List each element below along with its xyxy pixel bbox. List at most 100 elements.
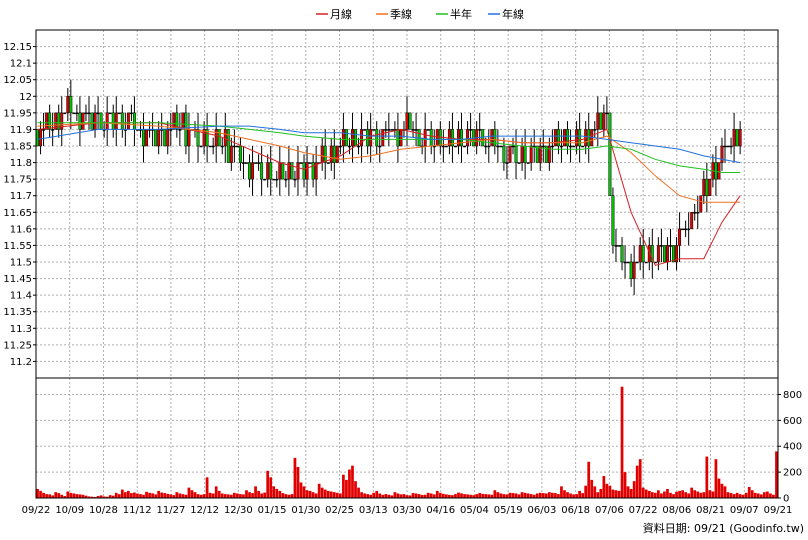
candle-body — [408, 112, 412, 130]
volume-bar — [669, 492, 672, 498]
candle-body — [72, 112, 76, 115]
volume-bar — [81, 494, 85, 498]
volume-bar — [384, 494, 388, 498]
volume-bar — [575, 494, 578, 498]
volume-bar — [457, 492, 460, 498]
price-tick-label: 11.8 — [10, 158, 32, 169]
candle-body — [202, 129, 206, 147]
footer-date-source: 資料日期: 09/21 (Goodinfo.tw) — [643, 521, 804, 535]
candle-body — [405, 112, 409, 130]
volume-bar — [372, 492, 376, 498]
candle-body — [550, 145, 554, 148]
date-tick-label: 08/06 — [662, 505, 691, 516]
volume-bar — [214, 486, 218, 498]
candle-body — [614, 245, 618, 247]
candle-body — [665, 245, 669, 263]
candle-body — [726, 145, 730, 148]
candle-body — [245, 162, 248, 164]
candle-body — [444, 145, 448, 148]
candle-body — [199, 145, 203, 148]
candle-body — [499, 145, 503, 148]
candle-body — [487, 145, 491, 148]
date-tick-label: 05/19 — [494, 505, 523, 516]
volume-bar — [329, 491, 333, 498]
date-tick-label: 08/21 — [696, 505, 725, 516]
volume-bar — [426, 492, 430, 498]
candle-body — [287, 162, 291, 180]
candle-body — [260, 162, 264, 180]
candle-body — [90, 112, 94, 130]
volume-bar — [499, 493, 503, 498]
volume-bar — [508, 492, 512, 498]
volume-bar — [348, 469, 351, 498]
volume-bar — [223, 494, 227, 498]
volume-bar — [763, 492, 766, 498]
volume-bar — [178, 493, 182, 498]
candle-body — [320, 145, 324, 163]
volume-bar — [750, 490, 754, 498]
candle-body — [620, 245, 624, 263]
volume-bar — [323, 489, 327, 498]
candle-body — [338, 145, 342, 148]
candle-body — [578, 129, 582, 147]
volume-bar — [287, 494, 291, 498]
candle-body — [572, 145, 576, 148]
date-tick-label: 05/04 — [460, 505, 489, 516]
volume-bar — [635, 465, 639, 498]
volume-bar — [663, 491, 666, 498]
price-tick-label: 11.45 — [3, 274, 32, 285]
date-tick-label: 09/07 — [730, 505, 759, 516]
volume-bar — [199, 494, 203, 498]
volume-bar — [569, 493, 572, 498]
volume-bar — [114, 492, 118, 498]
volume-bar — [732, 494, 736, 498]
candle-body — [226, 129, 230, 163]
candle-body — [51, 129, 55, 131]
volume-bar — [463, 494, 466, 498]
volume-panel-frame — [35, 377, 779, 499]
candle-body — [511, 145, 515, 148]
volume-bar — [638, 459, 642, 498]
candle-body — [411, 129, 415, 131]
volume-bar — [617, 490, 621, 498]
volume-bar — [51, 495, 55, 498]
volume-bar — [266, 470, 270, 498]
candle-body — [284, 178, 288, 181]
candle-body — [450, 129, 454, 147]
candle-body — [117, 112, 121, 115]
volume-bar — [599, 488, 603, 498]
legend-label-2: 半年 — [450, 7, 472, 21]
volume-bar — [560, 486, 563, 498]
volume-bar — [554, 493, 557, 498]
volume-bar — [581, 493, 585, 498]
candle-body — [305, 162, 309, 180]
volume-bar — [84, 495, 88, 498]
moving-average-lines — [37, 122, 741, 266]
volume-bar — [423, 494, 427, 498]
volume-bar — [284, 494, 288, 498]
candle-body — [441, 145, 445, 148]
candle-body — [523, 145, 527, 163]
volume-bar — [699, 492, 703, 498]
volume-bar — [593, 486, 597, 498]
candle-body — [154, 129, 158, 147]
candle-body — [453, 145, 457, 148]
candle-body — [369, 129, 373, 147]
price-tick-label: 12.15 — [3, 42, 32, 53]
candle-body — [559, 145, 563, 148]
candle-body — [517, 162, 521, 164]
volume-bar — [572, 494, 575, 498]
candle-body — [272, 178, 276, 181]
volume-bar — [57, 493, 61, 498]
volume-bar — [154, 494, 157, 498]
candle-body — [60, 112, 64, 130]
candle-body — [720, 145, 724, 163]
volume-bar — [127, 490, 130, 498]
volume-bar — [672, 494, 675, 498]
candle-body — [717, 162, 721, 180]
candle-body — [466, 129, 470, 147]
candle-body — [269, 162, 273, 180]
volume-bar — [48, 494, 51, 498]
price-tick-label: 11.6 — [10, 224, 32, 235]
